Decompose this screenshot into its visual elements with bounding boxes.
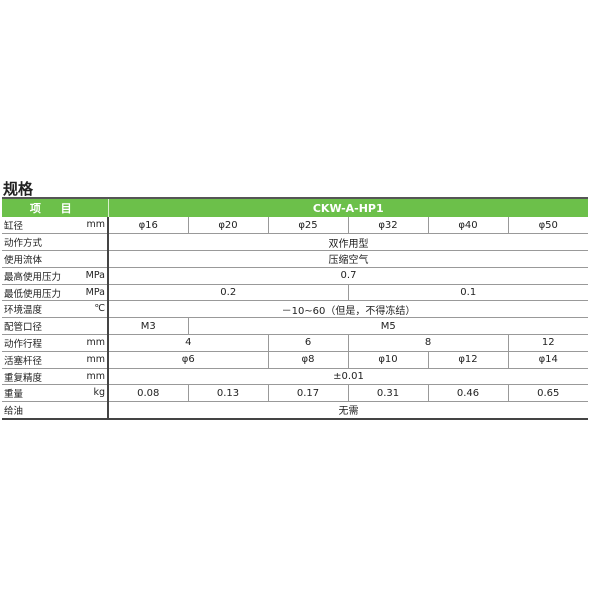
row-label: 配管口径 bbox=[2, 317, 109, 336]
value-cell: 0.65 bbox=[507, 384, 588, 403]
row-label: 活塞杆径 mm bbox=[2, 351, 109, 369]
row-label: 重复精度 mm bbox=[2, 368, 109, 386]
value-cell: 0.1 bbox=[347, 284, 588, 302]
value-cell: 0.17 bbox=[267, 384, 348, 403]
value-cell: 无需 bbox=[107, 401, 588, 420]
row-unit: mm bbox=[86, 370, 105, 382]
row-label-text: 动作方式 bbox=[4, 238, 43, 250]
row-unit: MPa bbox=[85, 286, 105, 298]
value-cell: φ6 bbox=[107, 351, 268, 369]
row-label: 环境温度 ℃ bbox=[2, 300, 109, 319]
table-row: 活塞杆径 mm φ6 φ8 φ10 φ12 φ14 bbox=[2, 351, 588, 369]
value-cell: 0.2 bbox=[107, 284, 348, 302]
value-cell: φ8 bbox=[267, 351, 348, 369]
row-label-text: 重复精度 bbox=[4, 372, 43, 384]
value-cell: φ14 bbox=[507, 351, 588, 369]
table-row: 最低使用压力 MPa 0.2 0.1 bbox=[2, 284, 588, 302]
value-cell: M3 bbox=[107, 317, 188, 336]
value-cell: 0.13 bbox=[187, 384, 268, 403]
row-label: 动作行程 mm bbox=[2, 334, 109, 352]
value-cell: φ12 bbox=[427, 351, 508, 369]
section-title: 规格 bbox=[3, 180, 34, 198]
row-label: 使用流体 bbox=[2, 250, 109, 268]
row-unit: ℃ bbox=[94, 303, 105, 315]
row-label-text: 环境温度 bbox=[4, 305, 43, 317]
value-cell: 0.31 bbox=[347, 384, 428, 403]
row-unit: mm bbox=[86, 219, 105, 230]
value-cell: 8 bbox=[347, 334, 508, 352]
value-cell: 0.08 bbox=[107, 384, 188, 403]
value-cell: φ16 bbox=[107, 217, 188, 235]
row-unit: kg bbox=[93, 387, 105, 399]
row-label-text: 最高使用压力 bbox=[4, 271, 62, 283]
value-cell: φ32 bbox=[347, 217, 428, 235]
value-cell: φ25 bbox=[267, 217, 348, 235]
table-row: 最高使用压力 MPa 0.7 bbox=[2, 267, 588, 285]
row-label-text: 使用流体 bbox=[4, 254, 43, 266]
row-label-text: 活塞杆径 bbox=[4, 355, 43, 367]
value-cell: 4 bbox=[107, 334, 268, 352]
value-cell: 0.46 bbox=[427, 384, 508, 403]
value-cell: 压缩空气 bbox=[107, 250, 588, 268]
table-row: 缸径 mm φ16 φ20 φ25 φ32 φ40 φ50 bbox=[2, 217, 588, 235]
row-label: 给油 bbox=[2, 401, 109, 420]
value-cell: φ40 bbox=[427, 217, 508, 235]
row-unit: mm bbox=[86, 353, 105, 365]
value-cell: 6 bbox=[267, 334, 348, 352]
table-row: 重复精度 mm ±0.01 bbox=[2, 368, 588, 386]
spec-table: 项 目 CKW-A-HP1 缸径 mm φ16 φ20 φ25 φ32 φ40 φ50 动作方式… bbox=[2, 197, 588, 420]
table-header: 项 目 CKW-A-HP1 bbox=[2, 197, 588, 217]
table-row: 动作方式 双作用型 bbox=[2, 233, 588, 252]
value-cell: 双作用型 bbox=[107, 233, 588, 252]
row-label: 最低使用压力 MPa bbox=[2, 284, 109, 302]
header-item: 项 目 bbox=[2, 197, 109, 217]
table-row: 重量 kg 0.08 0.13 0.17 0.31 0.46 0.65 bbox=[2, 384, 588, 403]
row-label-text: 重量 bbox=[4, 389, 24, 401]
row-label-text: 配管口径 bbox=[4, 322, 43, 334]
table-row: 动作行程 mm 4 6 8 12 bbox=[2, 334, 588, 352]
row-label: 重量 kg bbox=[2, 384, 109, 403]
table-row: 环境温度 ℃ －10~60（但是，不得冻结） bbox=[2, 300, 588, 319]
row-label-text: 最低使用压力 bbox=[4, 288, 62, 300]
value-cell: φ20 bbox=[187, 217, 268, 235]
value-cell: －10~60（但是，不得冻结） bbox=[107, 300, 588, 319]
header-model: CKW-A-HP1 bbox=[108, 197, 588, 217]
value-cell: 0.7 bbox=[107, 267, 588, 285]
value-cell: ±0.01 bbox=[107, 368, 588, 386]
value-cell: φ10 bbox=[347, 351, 428, 369]
value-cell: φ50 bbox=[507, 217, 588, 235]
row-label-text: 动作行程 bbox=[4, 338, 43, 350]
row-label-text: 给油 bbox=[4, 405, 24, 417]
value-cell: 12 bbox=[507, 334, 588, 352]
row-label-text: 缸径 bbox=[4, 221, 24, 233]
row-unit: MPa bbox=[85, 269, 105, 281]
row-label: 最高使用压力 MPa bbox=[2, 267, 109, 285]
table-row: 使用流体 压缩空气 bbox=[2, 250, 588, 268]
table-row: 配管口径 M3 M5 bbox=[2, 317, 588, 336]
row-label: 缸径 mm bbox=[2, 217, 109, 235]
row-unit: mm bbox=[86, 337, 105, 349]
table-row: 给油 无需 bbox=[2, 401, 588, 420]
row-label: 动作方式 bbox=[2, 233, 109, 252]
value-cell: M5 bbox=[187, 317, 588, 336]
